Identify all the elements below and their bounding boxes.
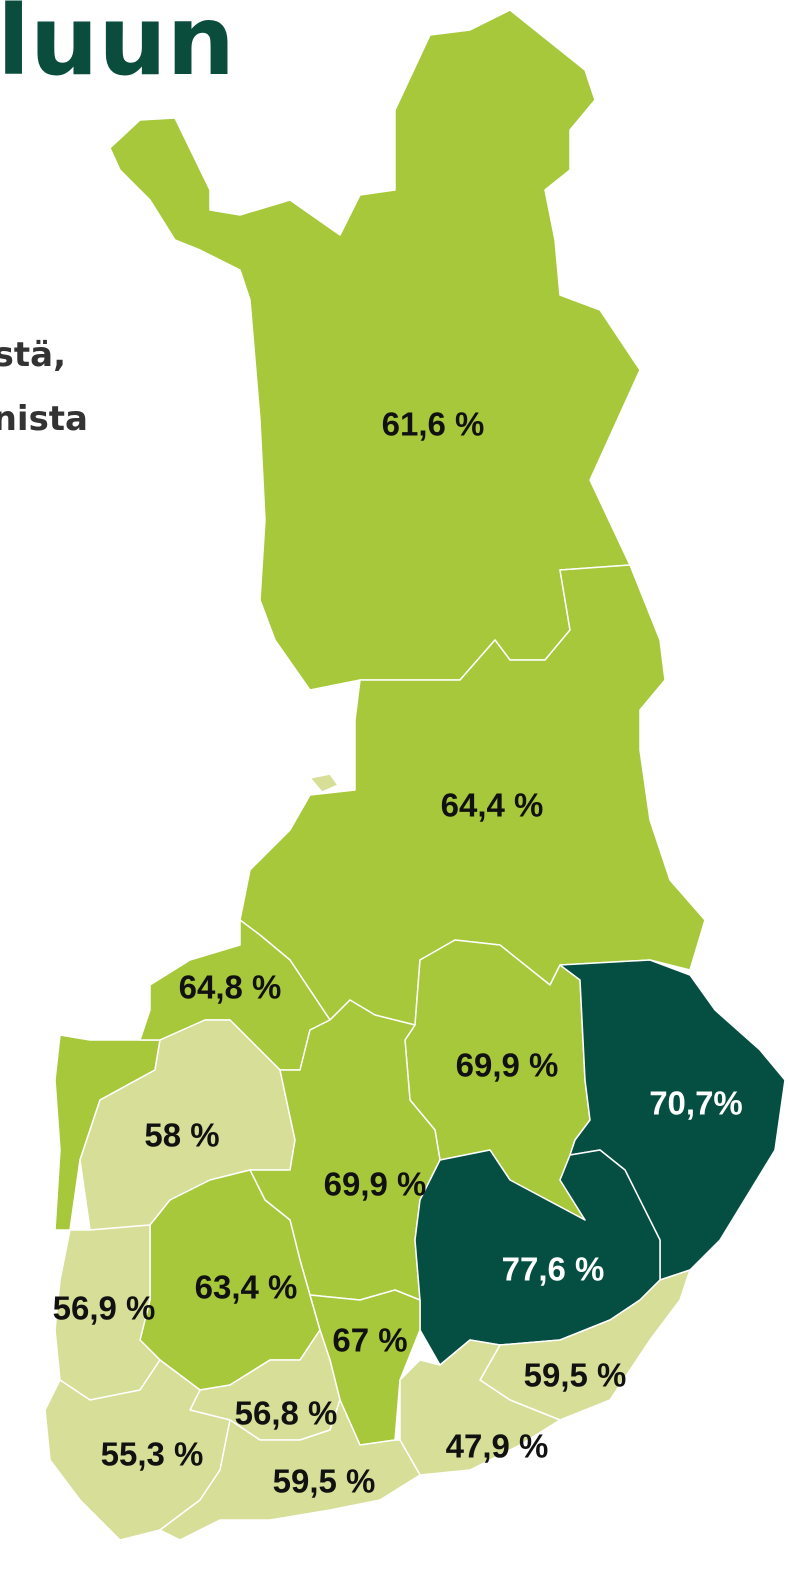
region-label: 56,8 % <box>235 1395 338 1432</box>
region-label: 69,9 % <box>456 1047 559 1084</box>
side-text: stä, <box>0 335 66 375</box>
region-label: 59,5 % <box>524 1357 627 1394</box>
map: luun stä, nista 61,6 % 64,4 % 64,8 % 58 % 69… <box>0 0 788 1577</box>
region-label: 64,8 % <box>179 969 282 1006</box>
region-label: 77,6 % <box>502 1251 605 1288</box>
region-label: 67 % <box>332 1322 407 1359</box>
region-label: 69,9 % <box>324 1166 427 1203</box>
region-label: 63,4 % <box>195 1269 298 1306</box>
side-text: nista <box>0 399 88 439</box>
region-label: 58 % <box>144 1117 219 1154</box>
island <box>310 774 338 792</box>
region-label: 56,9 % <box>53 1290 156 1327</box>
region-label: 61,6 % <box>382 406 485 443</box>
region <box>110 10 640 690</box>
region-label: 47,9 % <box>446 1428 549 1465</box>
title: luun <box>0 0 235 97</box>
region-label: 55,3 % <box>101 1436 204 1473</box>
region-label: 64,4 % <box>441 787 544 824</box>
region-label: 59,5 % <box>273 1463 376 1500</box>
region-label: 70,7% <box>649 1085 743 1122</box>
